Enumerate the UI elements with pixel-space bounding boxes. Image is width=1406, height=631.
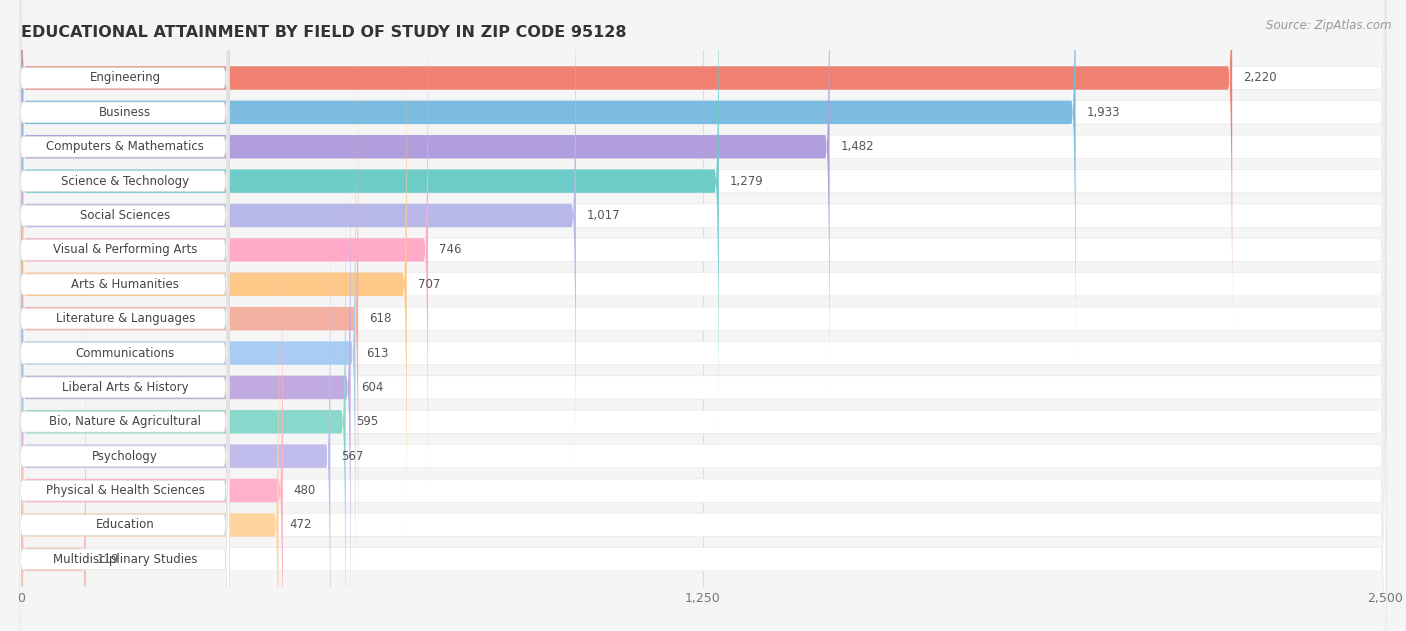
Text: Psychology: Psychology [93,450,159,463]
FancyBboxPatch shape [21,124,350,631]
FancyBboxPatch shape [21,90,356,616]
Text: 1,482: 1,482 [841,140,875,153]
FancyBboxPatch shape [20,0,1386,513]
Text: 618: 618 [370,312,391,325]
FancyBboxPatch shape [17,0,229,411]
FancyBboxPatch shape [20,56,1386,631]
Text: Source: ZipAtlas.com: Source: ZipAtlas.com [1267,19,1392,32]
Text: Communications: Communications [76,346,174,360]
Text: 1,017: 1,017 [586,209,620,222]
Text: 595: 595 [357,415,378,428]
FancyBboxPatch shape [17,0,229,515]
FancyBboxPatch shape [17,0,229,480]
Text: Arts & Humanities: Arts & Humanities [72,278,179,291]
Text: Multidisciplinary Studies: Multidisciplinary Studies [53,553,197,566]
Text: Engineering: Engineering [90,71,160,85]
Text: 1,933: 1,933 [1087,106,1121,119]
FancyBboxPatch shape [20,193,1386,631]
Text: 613: 613 [367,346,389,360]
FancyBboxPatch shape [21,0,576,479]
FancyBboxPatch shape [17,88,229,631]
FancyBboxPatch shape [21,0,830,410]
Text: EDUCATIONAL ATTAINMENT BY FIELD OF STUDY IN ZIP CODE 95128: EDUCATIONAL ATTAINMENT BY FIELD OF STUDY… [21,25,627,40]
Text: 567: 567 [342,450,364,463]
FancyBboxPatch shape [20,21,1386,631]
FancyBboxPatch shape [17,0,229,631]
FancyBboxPatch shape [20,0,1386,444]
FancyBboxPatch shape [21,0,427,513]
FancyBboxPatch shape [17,20,229,631]
FancyBboxPatch shape [20,0,1386,479]
FancyBboxPatch shape [21,0,718,444]
Text: 480: 480 [294,484,316,497]
FancyBboxPatch shape [20,0,1386,548]
FancyBboxPatch shape [17,0,229,446]
Text: Bio, Nature & Agricultural: Bio, Nature & Agricultural [49,415,201,428]
FancyBboxPatch shape [17,226,229,631]
Text: 472: 472 [290,519,312,531]
FancyBboxPatch shape [20,0,1386,410]
Text: 119: 119 [97,553,120,566]
FancyBboxPatch shape [20,0,1386,616]
FancyBboxPatch shape [17,122,229,631]
Text: Computers & Mathematics: Computers & Mathematics [46,140,204,153]
FancyBboxPatch shape [17,0,229,618]
Text: 707: 707 [418,278,440,291]
FancyBboxPatch shape [21,193,330,631]
FancyBboxPatch shape [21,262,278,631]
FancyBboxPatch shape [17,157,229,631]
Text: Business: Business [100,106,152,119]
FancyBboxPatch shape [20,227,1386,631]
FancyBboxPatch shape [17,54,229,631]
Text: 604: 604 [361,381,384,394]
Text: Social Sciences: Social Sciences [80,209,170,222]
FancyBboxPatch shape [21,0,1232,341]
Text: Liberal Arts & History: Liberal Arts & History [62,381,188,394]
FancyBboxPatch shape [21,21,406,548]
Text: Literature & Languages: Literature & Languages [56,312,195,325]
Text: 746: 746 [439,244,461,256]
FancyBboxPatch shape [21,227,283,631]
Text: Visual & Performing Arts: Visual & Performing Arts [53,244,197,256]
FancyBboxPatch shape [21,296,86,631]
FancyBboxPatch shape [20,0,1386,582]
Text: 1,279: 1,279 [730,175,763,187]
FancyBboxPatch shape [21,56,359,582]
FancyBboxPatch shape [21,158,346,631]
FancyBboxPatch shape [21,0,1076,375]
FancyBboxPatch shape [20,158,1386,631]
FancyBboxPatch shape [20,90,1386,631]
Text: 2,220: 2,220 [1243,71,1277,85]
FancyBboxPatch shape [17,0,229,549]
FancyBboxPatch shape [20,0,1386,631]
Text: Education: Education [96,519,155,531]
Text: Science & Technology: Science & Technology [62,175,190,187]
FancyBboxPatch shape [20,124,1386,631]
Text: Physical & Health Sciences: Physical & Health Sciences [46,484,205,497]
FancyBboxPatch shape [17,191,229,631]
FancyBboxPatch shape [17,0,229,584]
